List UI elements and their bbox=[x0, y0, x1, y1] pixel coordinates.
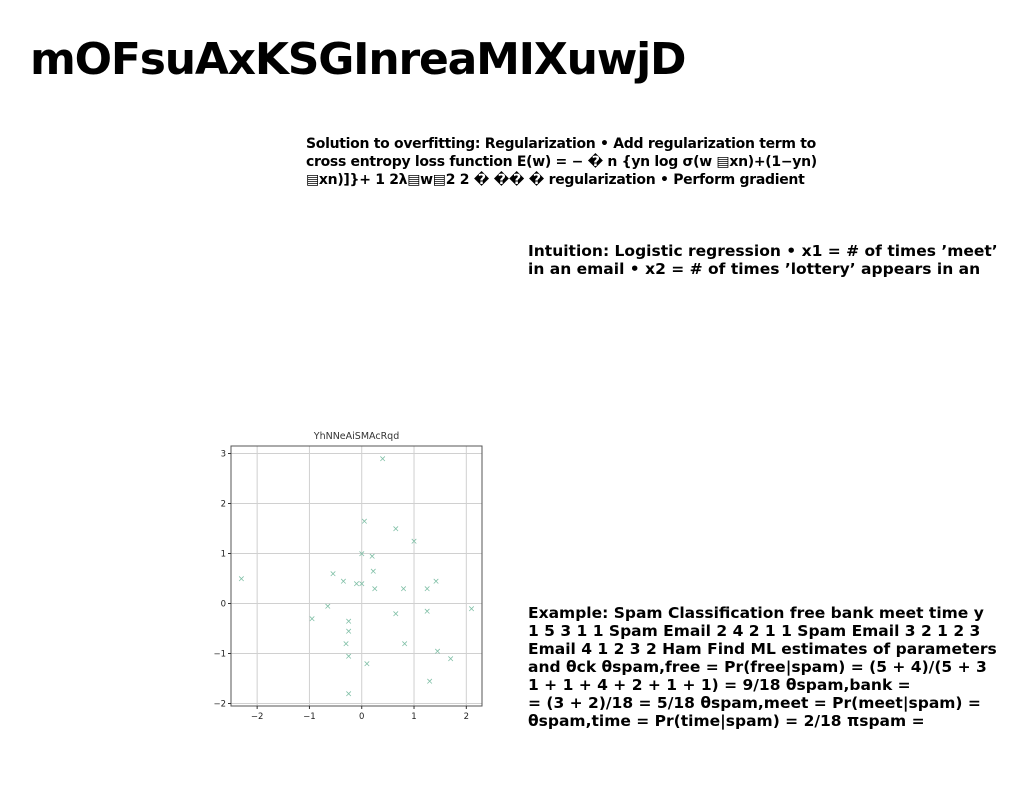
page-title: mOFsuAxKSGInreaMIXuwjD bbox=[30, 34, 687, 85]
data-point: × bbox=[447, 655, 455, 665]
x-tick-label: −2 bbox=[251, 712, 264, 722]
data-point: × bbox=[369, 567, 377, 577]
data-point: × bbox=[379, 455, 387, 465]
y-tick-label: −1 bbox=[213, 650, 226, 660]
y-tick-label: 2 bbox=[221, 500, 226, 510]
chart-title: YhNNeAiSMAcRqd bbox=[313, 431, 399, 442]
data-point: × bbox=[361, 517, 369, 527]
data-point: × bbox=[392, 525, 400, 535]
data-point: × bbox=[368, 552, 376, 562]
data-point: × bbox=[358, 580, 366, 590]
data-point: × bbox=[324, 602, 332, 612]
scatter-chart: YhNNeAiSMAcRqd −2 −1 0 1 2 −2 −1 0 1 2 3 × × × × × × × × × × ×… bbox=[210, 425, 500, 725]
data-point: × bbox=[345, 627, 353, 637]
data-point: × bbox=[340, 577, 348, 587]
data-point: × bbox=[468, 605, 476, 615]
y-tick-label: −2 bbox=[213, 700, 226, 710]
data-point: × bbox=[342, 640, 350, 650]
data-point: × bbox=[345, 652, 353, 662]
data-point: × bbox=[432, 577, 440, 587]
data-point: × bbox=[363, 660, 371, 670]
data-point: × bbox=[345, 617, 353, 627]
x-tick-label: −1 bbox=[303, 712, 316, 722]
regularization-text: Solution to overfitting: Regularization … bbox=[306, 136, 817, 188]
data-point: × bbox=[238, 575, 246, 585]
y-tick-label: 1 bbox=[221, 550, 226, 560]
data-point: × bbox=[423, 585, 431, 595]
data-point: × bbox=[392, 610, 400, 620]
data-point: × bbox=[353, 580, 361, 590]
data-point: × bbox=[434, 647, 442, 657]
y-tick-label: 0 bbox=[221, 600, 226, 610]
data-point: × bbox=[400, 585, 408, 595]
example-text: Example: Spam Classification free bank m… bbox=[528, 604, 997, 730]
plot-frame bbox=[230, 445, 483, 707]
data-point: × bbox=[308, 615, 316, 625]
data-point: × bbox=[329, 570, 337, 580]
x-tick-label: 0 bbox=[359, 712, 364, 722]
data-point: × bbox=[426, 677, 434, 687]
data-point: × bbox=[358, 550, 366, 560]
y-tick-label: 3 bbox=[221, 450, 226, 460]
data-point: × bbox=[371, 585, 379, 595]
intuition-text: Intuition: Logistic regression • x1 = # … bbox=[528, 242, 998, 278]
data-point: × bbox=[423, 607, 431, 617]
data-point: × bbox=[345, 690, 353, 700]
data-point: × bbox=[401, 640, 409, 650]
x-tick-label: 1 bbox=[411, 712, 416, 722]
data-point: × bbox=[410, 537, 418, 547]
x-tick-label: 2 bbox=[464, 712, 469, 722]
